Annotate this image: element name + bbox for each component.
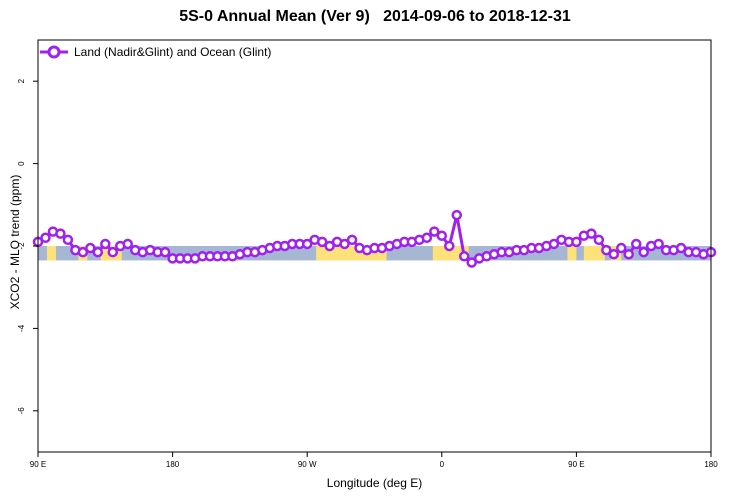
data-point xyxy=(466,257,477,268)
data-point xyxy=(593,234,605,246)
data-point xyxy=(107,246,119,258)
data-point xyxy=(316,236,328,248)
data-point xyxy=(638,246,649,258)
data-point xyxy=(586,228,597,239)
data-point xyxy=(346,234,358,246)
y-axis-label: XCO2 - MLO trend (ppm) xyxy=(8,174,22,310)
data-point xyxy=(444,240,455,252)
data-point xyxy=(451,209,463,221)
data-point xyxy=(630,238,642,250)
data-point xyxy=(122,238,133,250)
data-point xyxy=(339,238,350,250)
land-band-segment xyxy=(583,246,605,261)
data-point xyxy=(100,238,111,250)
data-point xyxy=(301,238,313,250)
x-axis-label: Longitude (deg E) xyxy=(326,476,423,490)
data-point xyxy=(55,228,66,239)
data-point xyxy=(324,240,335,252)
legend-label: Land (Nadir&Glint) and Ocean (Glint) xyxy=(74,45,272,59)
x-tick-label: 180 xyxy=(704,460,718,469)
data-point xyxy=(623,248,634,260)
y-tick-label: -2 xyxy=(17,242,26,250)
y-tick-label: -4 xyxy=(17,324,26,332)
x-tick-label: 0 xyxy=(440,460,445,469)
data-point xyxy=(436,230,448,241)
x-axis-ticks: 90 E 180 90 W 0 90 E 180 xyxy=(30,452,718,469)
data-point xyxy=(62,234,74,246)
y-tick-label: 2 xyxy=(17,78,26,83)
x-tick-label: 90 E xyxy=(568,460,584,469)
legend-swatch xyxy=(40,45,68,59)
data-point xyxy=(571,236,582,248)
data-point xyxy=(429,226,440,237)
data-point xyxy=(601,244,612,256)
data-point xyxy=(608,248,620,260)
data-point xyxy=(85,242,96,254)
x-tick-label: 90 W xyxy=(298,460,317,469)
data-point xyxy=(548,238,560,250)
data-point xyxy=(653,238,664,250)
data-point xyxy=(159,246,171,258)
y-tick-label: 0 xyxy=(17,161,26,166)
data-point xyxy=(458,251,470,262)
land-band-segment xyxy=(46,246,56,261)
data-point xyxy=(77,246,89,258)
data-point xyxy=(421,232,433,244)
x-tick-label: 90 E xyxy=(30,460,46,469)
legend: Land (Nadir&Glint) and Ocean (Glint) xyxy=(40,45,271,59)
data-point xyxy=(675,242,687,254)
series-layer xyxy=(32,209,717,268)
land-band-segment xyxy=(567,246,577,261)
data-point xyxy=(40,232,51,244)
y-axis-ticks: 2 0 -2 -4 -6 xyxy=(17,78,38,414)
data-point xyxy=(92,246,104,258)
data-point xyxy=(616,242,627,254)
y-tick-label: -6 xyxy=(17,407,26,415)
x-tick-label: 180 xyxy=(166,460,180,469)
chart-title: 5S-0 Annual Mean (Ver 9) 2014-09-06 to 2… xyxy=(179,8,571,25)
